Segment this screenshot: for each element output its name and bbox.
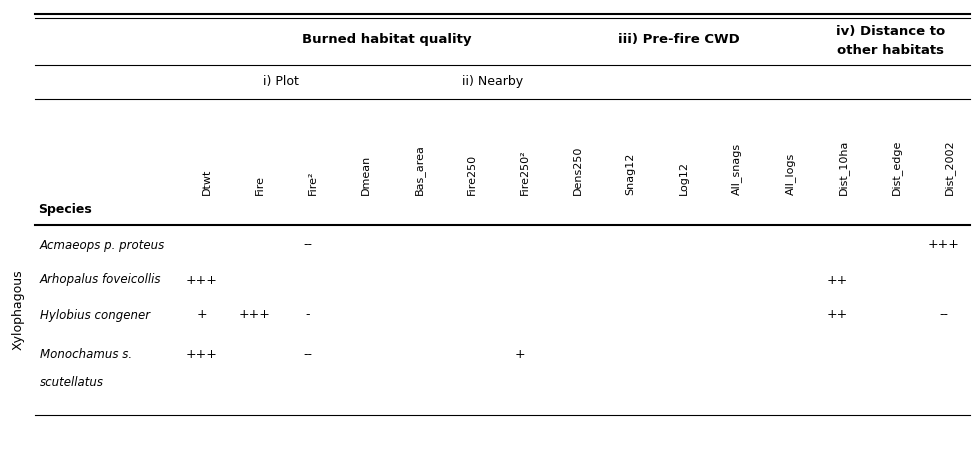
Text: Burned habitat quality: Burned habitat quality [302, 34, 472, 47]
Text: Snag12: Snag12 [625, 153, 635, 195]
Text: Bas_area: Bas_area [413, 144, 424, 195]
Text: Dtwt: Dtwt [201, 169, 211, 195]
Text: +++: +++ [927, 238, 959, 251]
Text: Fire250: Fire250 [466, 154, 477, 195]
Text: iv) Distance to: iv) Distance to [836, 26, 945, 39]
Text: Dist_10ha: Dist_10ha [837, 140, 848, 195]
Text: +++: +++ [186, 348, 218, 361]
Text: i) Plot: i) Plot [263, 75, 299, 88]
Text: +: + [514, 348, 525, 361]
Text: Xylophagous: Xylophagous [12, 270, 24, 350]
Text: -: - [305, 308, 310, 321]
Text: Acmaeops p. proteus: Acmaeops p. proteus [40, 238, 165, 251]
Text: Hylobius congener: Hylobius congener [40, 308, 150, 321]
Text: Monochamus s.: Monochamus s. [40, 348, 132, 361]
Text: All_snags: All_snags [732, 143, 743, 195]
Text: +++: +++ [238, 308, 271, 321]
Text: Dmean: Dmean [361, 155, 370, 195]
Text: +++: +++ [186, 273, 218, 286]
Text: Arhopalus foveicollis: Arhopalus foveicollis [40, 273, 161, 286]
Text: iii) Pre-fire CWD: iii) Pre-fire CWD [617, 34, 740, 47]
Text: Dens250: Dens250 [573, 145, 582, 195]
Text: Species: Species [38, 203, 92, 216]
Text: Dist_2002: Dist_2002 [944, 139, 955, 195]
Text: +: + [196, 308, 207, 321]
Text: other habitats: other habitats [837, 44, 944, 57]
Text: All_logs: All_logs [785, 153, 795, 195]
Text: ++: ++ [827, 273, 848, 286]
Text: Fire250²: Fire250² [520, 150, 530, 195]
Text: Fire: Fire [254, 175, 265, 195]
Text: ++: ++ [827, 308, 848, 321]
Text: --: -- [939, 308, 948, 321]
Text: Fire²: Fire² [308, 171, 318, 195]
Text: --: -- [303, 348, 312, 361]
Text: scutellatus: scutellatus [40, 377, 104, 389]
Text: Dist_edge: Dist_edge [890, 140, 902, 195]
Text: ii) Nearby: ii) Nearby [462, 75, 524, 88]
Text: Log12: Log12 [678, 161, 689, 195]
Text: --: -- [303, 238, 312, 251]
